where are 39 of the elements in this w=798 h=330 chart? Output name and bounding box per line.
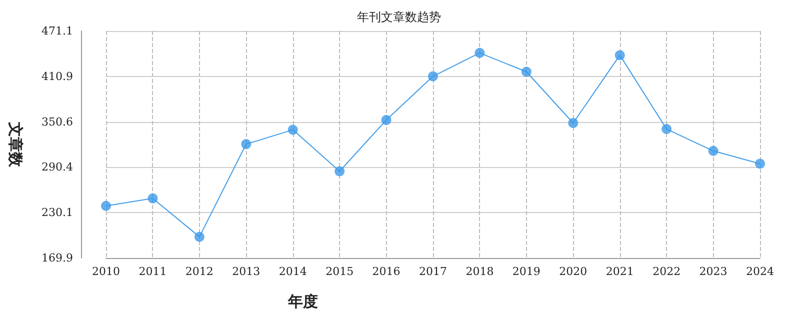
y-tick-label: 350.6	[42, 115, 73, 128]
point	[288, 124, 298, 135]
x-tick-label: 2021	[606, 265, 634, 278]
point	[428, 71, 438, 82]
x-tick-label: 2014	[278, 265, 307, 278]
x-tick-label: 2020	[559, 265, 588, 278]
y-tick-label: 169.9	[42, 252, 73, 264]
y-axis-title: 文章数	[6, 121, 24, 168]
point	[521, 66, 532, 77]
x-tick-label: 2022	[652, 265, 681, 278]
y-tick-label: 230.1	[42, 206, 73, 220]
x-tick-label: 2015	[326, 265, 354, 278]
point	[334, 166, 345, 176]
x-tick-label: 2024	[746, 265, 774, 278]
x-tick-label: 2019	[512, 265, 540, 278]
x-tick-label: 2010	[92, 265, 120, 278]
x-axis-title: 年度	[287, 292, 318, 310]
point	[194, 232, 204, 242]
x-tick-label: 2013	[232, 265, 260, 278]
y-tick-label: 290.4	[42, 160, 73, 174]
point	[474, 48, 485, 58]
x-tick-label: 2018	[466, 265, 494, 278]
point	[148, 193, 158, 204]
y-tick-label: 410.9	[42, 70, 73, 83]
point	[708, 146, 718, 156]
point	[662, 124, 672, 134]
x-tick-label: 2017	[419, 265, 447, 278]
point	[568, 118, 578, 128]
point	[614, 50, 625, 60]
chart-title: 年刊文章数趋势	[357, 10, 441, 24]
x-tick-label: 2016	[372, 265, 400, 278]
point	[755, 158, 765, 169]
x-tick-label: 2011	[138, 265, 167, 278]
point	[101, 200, 111, 211]
point	[381, 115, 392, 126]
y-tick-label: 471.1	[42, 24, 73, 38]
point	[241, 139, 252, 150]
x-tick-label: 2012	[185, 265, 214, 278]
x-tick-label: 2023	[699, 265, 728, 278]
